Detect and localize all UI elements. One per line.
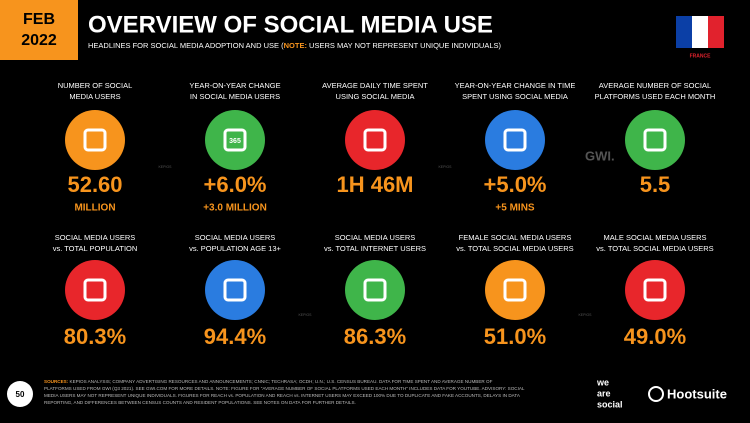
tile-label: MEDIA USERS <box>69 92 120 101</box>
subtitle-start: HEADLINES FOR SOCIAL MEDIA ADOPTION AND … <box>88 41 284 50</box>
tile-icon <box>205 260 265 320</box>
tile-icon <box>625 260 685 320</box>
icon-glyph <box>643 128 667 152</box>
tile-icon <box>65 110 125 170</box>
tile-value: 1H 46M <box>336 172 413 197</box>
tile-label: vs. TOTAL SOCIAL MEDIA USERS <box>596 244 713 253</box>
tile-value: 51.0% <box>484 324 546 349</box>
tile-label: IN SOCIAL MEDIA USERS <box>190 92 280 101</box>
tile-value: 5.5 <box>640 172 671 197</box>
tile-label: YEAR-ON-YEAR CHANGE <box>189 81 280 90</box>
tile-label: AVERAGE DAILY TIME SPENT <box>322 81 428 90</box>
country: FRANCE <box>690 53 711 59</box>
flag <box>676 16 724 48</box>
tile-icon <box>345 260 405 320</box>
tile-icon <box>625 110 685 170</box>
tile-label: YEAR-ON-YEAR CHANGE IN TIME <box>455 81 576 90</box>
sources-line: KEPIOS ANALYSIS; COMPANY ADVERTISING RES… <box>68 379 492 384</box>
tile-label: MALE SOCIAL MEDIA USERS <box>603 233 706 242</box>
tile-label: SOCIAL MEDIA USERS <box>335 233 416 242</box>
sources-line: MEDIA USERS MAY NOT REPRESENT UNIQUE IND… <box>44 393 521 398</box>
sources-head: SOURCES: <box>44 379 69 384</box>
tile-value: 80.3% <box>64 324 126 349</box>
icon-glyph <box>83 278 107 302</box>
sources-line: PLATFORMS USED FROM GWI (Q3 2021). SEE G… <box>44 386 525 391</box>
tile-icon <box>345 110 405 170</box>
tile-label: PLATFORMS USED EACH MONTH <box>595 92 716 101</box>
title: OVERVIEW OF SOCIAL MEDIA USE <box>88 11 493 38</box>
tile-label: vs. TOTAL INTERNET USERS <box>324 244 426 253</box>
tile-value: 86.3% <box>344 324 406 349</box>
kepios-watermark: KEPIOS <box>298 313 312 317</box>
brand: Hootsuite <box>667 386 727 401</box>
tile-value: +5.0% <box>484 172 547 197</box>
page-badge <box>7 381 33 407</box>
tile-label: USING SOCIAL MEDIA <box>336 92 415 101</box>
icon-glyph <box>503 128 527 152</box>
icon-glyph <box>643 278 667 302</box>
gwi-watermark: GWI. <box>585 148 615 163</box>
icon-glyph <box>223 278 247 302</box>
tile-value: 49.0% <box>624 324 686 349</box>
tile-icon <box>485 110 545 170</box>
page-number: 50 <box>16 390 25 399</box>
tile-icon <box>65 260 125 320</box>
tile-label: FEMALE SOCIAL MEDIA USERS <box>459 233 572 242</box>
tile-icon <box>205 110 265 170</box>
tile-label: SOCIAL MEDIA USERS <box>195 233 276 242</box>
brand-line: we <box>596 377 609 387</box>
tile-label: vs. TOTAL SOCIAL MEDIA USERS <box>456 244 573 253</box>
kepios-watermark: KEPIOS <box>438 165 452 169</box>
tile-sub: MILLION <box>74 203 115 214</box>
icon-glyph <box>503 278 527 302</box>
icon-glyph <box>223 128 247 152</box>
owl-icon <box>648 386 664 402</box>
subtitle-note: NOTE: <box>284 41 307 50</box>
kepios-watermark: KEPIOS <box>158 165 172 169</box>
year: 2022 <box>21 32 57 49</box>
subtitle-end: USERS MAY NOT REPRESENT UNIQUE INDIVIDUA… <box>307 41 502 50</box>
brand-line: social <box>597 399 623 409</box>
icon-glyph <box>363 128 387 152</box>
tile-label: AVERAGE NUMBER OF SOCIAL <box>599 81 711 90</box>
tile-label: vs. TOTAL POPULATION <box>53 244 138 253</box>
date-box <box>0 0 78 60</box>
brand-line: are <box>597 388 611 398</box>
tile-label: SPENT USING SOCIAL MEDIA <box>462 92 568 101</box>
tile-value: 52.60 <box>67 172 122 197</box>
sources-line: REPORTING, AND DIFFERENCES BETWEEN CENSU… <box>44 400 356 405</box>
tile-value: 94.4% <box>204 324 266 349</box>
kepios-watermark: KEPIOS <box>578 313 592 317</box>
month: FEB <box>23 11 55 28</box>
icon-glyph <box>363 278 387 302</box>
tile-value: +6.0% <box>204 172 267 197</box>
icon-glyph <box>83 128 107 152</box>
sources: SOURCES: KEPIOS ANALYSIS; COMPANY ADVERT… <box>44 379 525 405</box>
tile-label: SOCIAL MEDIA USERS <box>55 233 136 242</box>
tile-label: NUMBER OF SOCIAL <box>58 81 133 90</box>
tile-sub: +3.0 MILLION <box>203 203 267 214</box>
subtitle: HEADLINES FOR SOCIAL MEDIA ADOPTION AND … <box>88 41 502 50</box>
icon-text: 365 <box>229 138 241 145</box>
tile-sub: +5 MINS <box>495 203 535 214</box>
tile-label: vs. POPULATION AGE 13+ <box>189 244 281 253</box>
tile-icon <box>485 260 545 320</box>
